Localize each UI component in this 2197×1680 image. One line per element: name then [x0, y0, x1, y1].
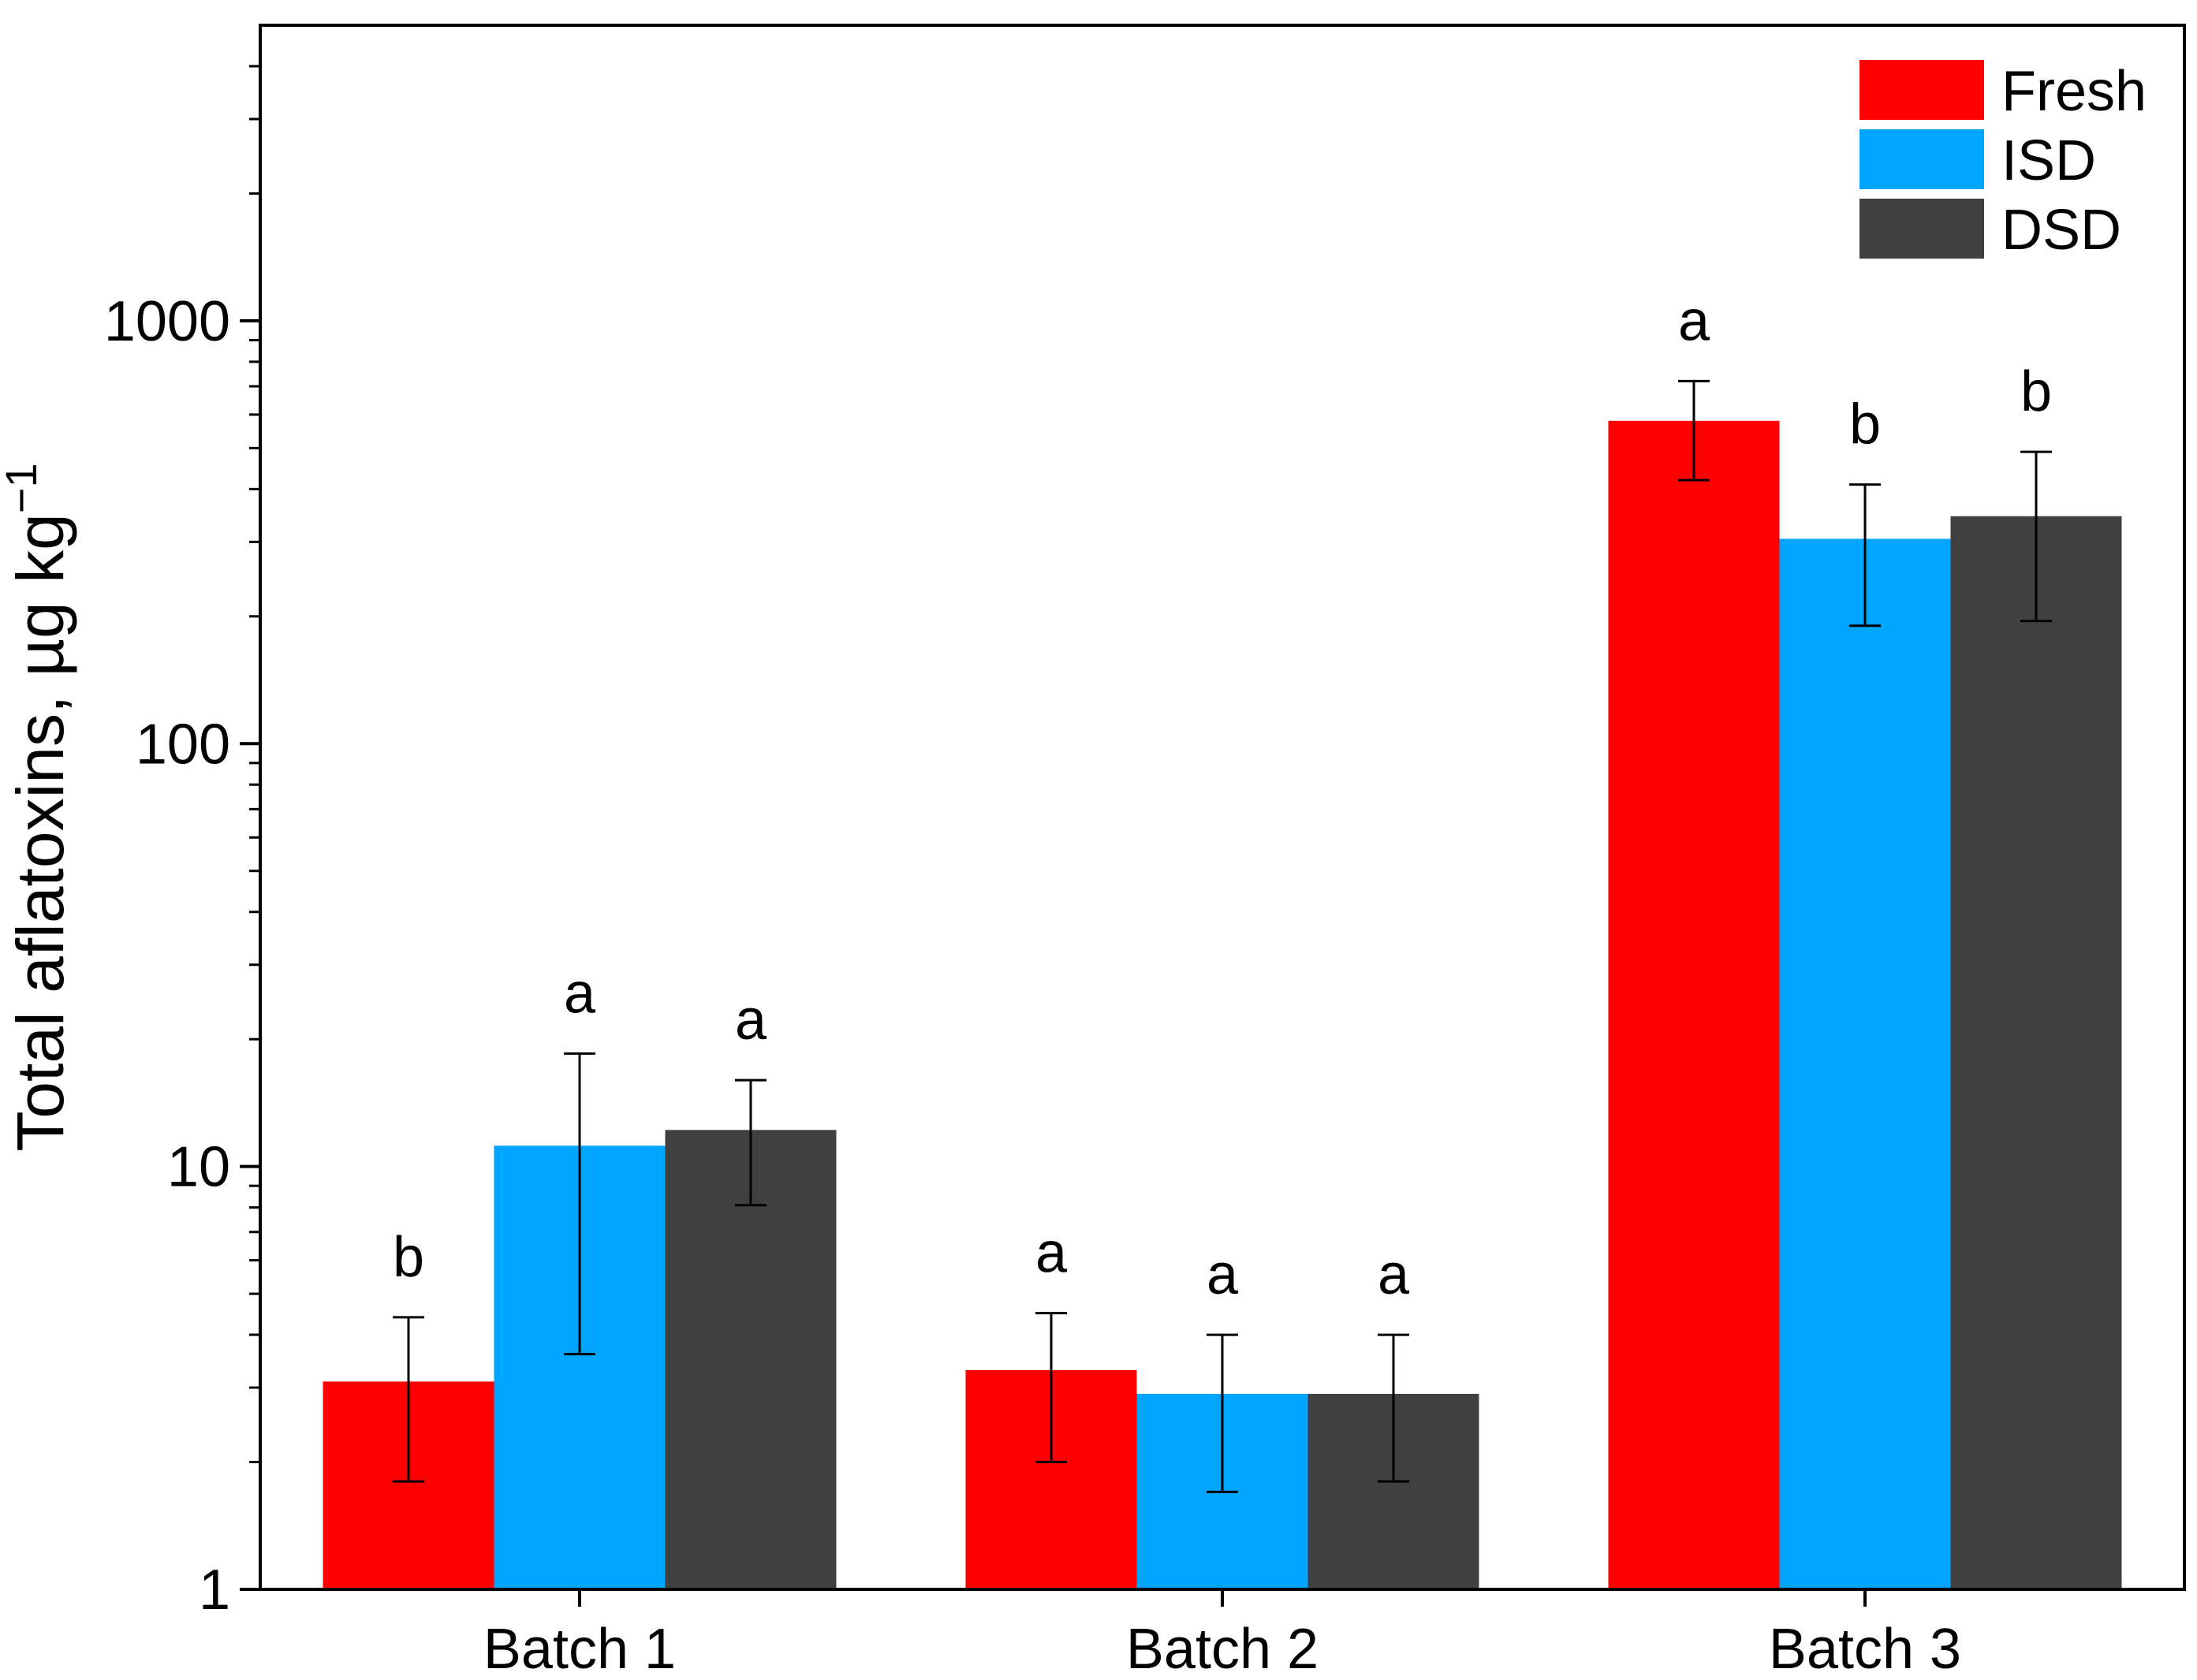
error-bar-fresh-1: [393, 1316, 424, 1483]
legend-label: DSD: [2001, 199, 2121, 262]
significance-letter: b: [2020, 360, 2052, 423]
significance-letter: a: [1035, 1222, 1068, 1285]
legend-label: Fresh: [2001, 60, 2147, 123]
significance-letter: b: [393, 1226, 424, 1289]
axes: 1 10 100 1000 Batch 1 Batch 2 Batch 3 Total afl…: [0, 24, 2186, 1680]
error-bar-dsd-2: [1378, 1333, 1409, 1483]
y-tick-label: 1000: [104, 290, 230, 353]
x-category-label: Batch 3: [1769, 1618, 1961, 1680]
error-bar-isd-3: [1849, 483, 1881, 628]
legend-swatch-dsd: [1859, 199, 1984, 259]
legend-swatch-fresh: [1859, 60, 1984, 120]
significance-letter: b: [1849, 393, 1881, 456]
error-bar-dsd-1: [735, 1078, 767, 1207]
y-axis-title-text: Total aflatoxins, µg kg: [3, 513, 77, 1151]
significance-letter: a: [1207, 1243, 1239, 1306]
error-bar-fresh-3: [1678, 379, 1710, 482]
y-tick-label: 10: [167, 1136, 230, 1199]
legend-label: ISD: [2001, 129, 2096, 192]
x-category-label: Batch 2: [1126, 1618, 1319, 1680]
bar-fresh-3: [1608, 420, 1780, 1589]
significance-letter: a: [1678, 289, 1710, 352]
error-bar-fresh-2: [1035, 1312, 1067, 1464]
bar-dsd-3: [1950, 516, 2122, 1590]
error-bar-isd-2: [1207, 1333, 1238, 1493]
plot-area: b a a a a b a a b: [323, 289, 2122, 1590]
significance-letter: a: [735, 989, 767, 1052]
significance-letter: a: [1378, 1243, 1410, 1306]
error-bar-dsd-3: [2020, 450, 2052, 623]
y-tick-label: 1: [199, 1559, 230, 1622]
y-tick-label: 100: [136, 713, 230, 776]
bar-isd-3: [1779, 538, 1951, 1589]
error-bar-isd-1: [564, 1052, 595, 1356]
legend-swatch-isd: [1859, 129, 1984, 189]
bar-dsd-1: [665, 1130, 837, 1589]
y-axis-title: Total aflatoxins, µg kg−1: [0, 463, 77, 1151]
significance-letter: a: [564, 962, 596, 1025]
y-axis-title-superscript: −1: [0, 463, 46, 513]
x-category-label: Batch 1: [483, 1618, 676, 1680]
